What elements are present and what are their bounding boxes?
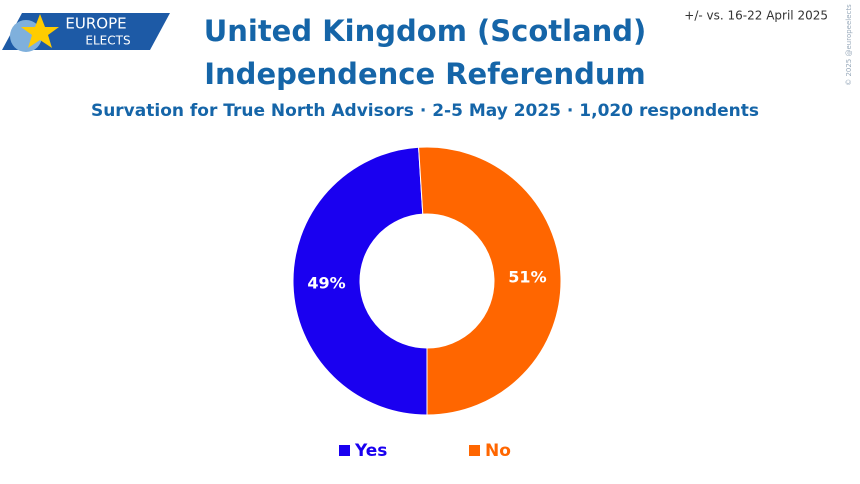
donut-slice xyxy=(418,146,562,416)
logo: EUROPE ELECTS xyxy=(2,13,170,52)
note: +/- vs. 16-22 April 2025 xyxy=(684,9,828,23)
logo-star xyxy=(21,14,59,48)
data-label: 51% xyxy=(508,267,546,286)
data-label: 49% xyxy=(307,274,345,293)
credit: © 2025 @europeelects xyxy=(845,4,853,86)
donut-slice xyxy=(292,146,428,416)
plot: 49% 51% Yes No xyxy=(292,146,562,461)
chart-title: Independence Referendum xyxy=(204,57,646,91)
chart-subtitle: Survation for True North Advisors · 2-5 … xyxy=(91,101,759,121)
legend-label: Yes xyxy=(354,441,387,461)
logo-text: ELECTS xyxy=(85,34,130,48)
logo-text: EUROPE xyxy=(65,15,126,33)
legend-swatch xyxy=(469,445,480,456)
chart-title: United Kingdom (Scotland) xyxy=(204,14,647,48)
legend-label: No xyxy=(485,441,511,461)
legend-swatch xyxy=(339,445,350,456)
